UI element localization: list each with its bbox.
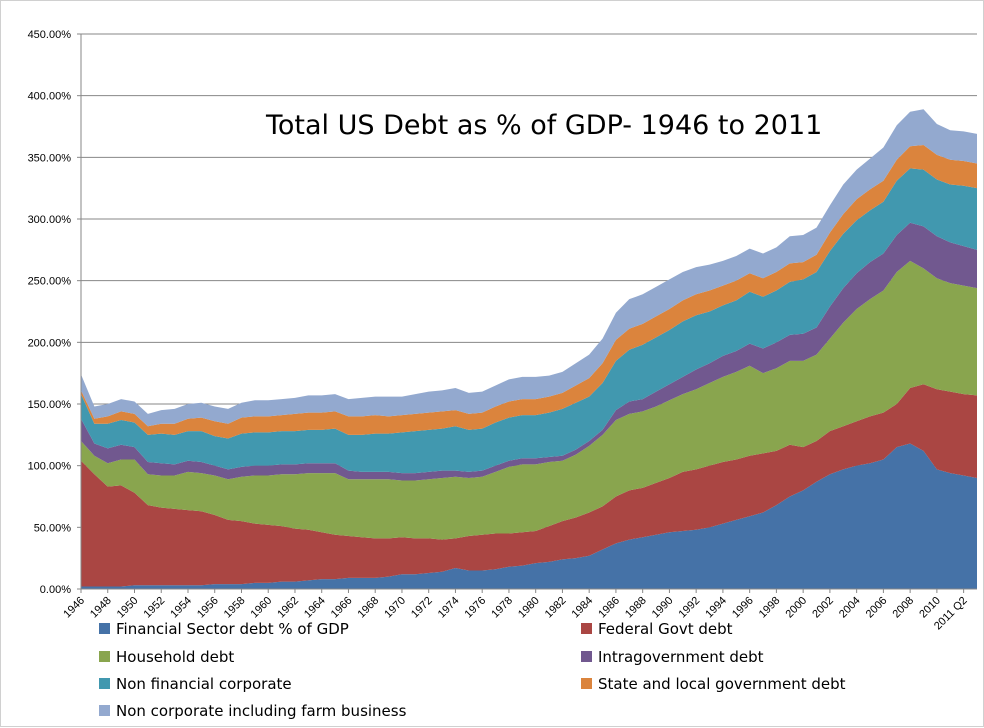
x-tick-label: 1980: [516, 595, 542, 621]
x-tick-label: 2000: [783, 595, 809, 621]
x-tick-label: 1958: [222, 595, 248, 621]
series-area: [81, 384, 977, 587]
legend-label: State and local government debt: [598, 675, 846, 693]
y-tick-label: 400.00%: [28, 91, 72, 103]
legend-label: Intragovernment debt: [598, 648, 764, 666]
y-tick-label: 350.00%: [28, 152, 72, 164]
x-tick-label: 2002: [810, 595, 836, 621]
series-area: [81, 443, 977, 589]
series-area: [81, 168, 977, 474]
y-tick-labels: 0.00% 50.00% 100.00% 150.00% 200.00% 250.00% 3…: [28, 29, 72, 596]
legend-label: Financial Sector debt % of GDP: [116, 620, 349, 638]
y-tick-label: 150.00%: [28, 399, 72, 411]
x-tick-label: 2008: [890, 595, 916, 621]
axes: [77, 33, 977, 593]
legend-swatch: [581, 651, 592, 662]
x-tick-label: 1948: [88, 595, 114, 621]
x-tick-label: 1978: [489, 595, 515, 621]
x-tick-label: 1986: [596, 595, 622, 621]
x-tick-label: 1946: [61, 595, 87, 621]
series-area: [81, 222, 977, 481]
y-tick-label: 250.00%: [28, 276, 72, 288]
x-tick-label: 1952: [142, 595, 168, 621]
legend-swatch: [99, 623, 110, 634]
legend: Financial Sector debt % of GDP Federal Go…: [99, 620, 846, 720]
x-tick-label: 1976: [463, 595, 489, 621]
x-tick-label: 1954: [168, 595, 194, 621]
x-tick-label: 1964: [302, 595, 328, 621]
x-tick-label: 2004: [837, 595, 863, 621]
legend-swatch: [99, 651, 110, 662]
y-tick-label: 50.00%: [34, 522, 72, 534]
chart-title: Total US Debt as % of GDP- 1946 to 2011: [265, 110, 822, 141]
x-tick-label: 1996: [730, 595, 756, 621]
x-tick-label: 1992: [676, 595, 702, 621]
legend-label: Non financial corporate: [116, 675, 292, 693]
x-tick-label: 1988: [623, 595, 649, 621]
x-tick-label: 1950: [115, 595, 141, 621]
y-tick-label: 300.00%: [28, 214, 72, 226]
x-tick-label: 1982: [543, 595, 569, 621]
x-tick-label: 1960: [249, 595, 275, 621]
legend-swatch: [99, 705, 110, 716]
legend-label: Federal Govt debt: [598, 620, 733, 638]
y-tick-label: 450.00%: [28, 29, 72, 41]
x-tick-label: 1970: [382, 595, 408, 621]
y-tick-label: 100.00%: [28, 461, 72, 473]
x-tick-label: 1998: [757, 595, 783, 621]
y-tick-label: 200.00%: [28, 337, 72, 349]
x-tick-label: 1994: [703, 595, 729, 621]
legend-swatch: [581, 623, 592, 634]
series-area: [81, 260, 977, 540]
x-tick-label: 1966: [329, 595, 355, 621]
x-tick-label: 1956: [195, 595, 221, 621]
legend-label: Household debt: [116, 648, 234, 666]
x-tick-label: 1972: [409, 595, 435, 621]
legend-swatch: [99, 678, 110, 689]
x-tick-label: 1984: [570, 595, 596, 621]
legend-label: Non corporate including farm business: [116, 702, 407, 720]
legend-swatch: [581, 678, 592, 689]
x-tick-label: 1962: [275, 595, 301, 621]
series-area: [81, 109, 977, 427]
series-areas: [81, 109, 977, 589]
x-tick-label: 1974: [436, 595, 462, 621]
y-tick-label: 0.00%: [40, 584, 71, 596]
x-tick-label: 1968: [356, 595, 382, 621]
x-tick-label: 1990: [650, 595, 676, 621]
x-tick-label: 2006: [864, 595, 890, 621]
